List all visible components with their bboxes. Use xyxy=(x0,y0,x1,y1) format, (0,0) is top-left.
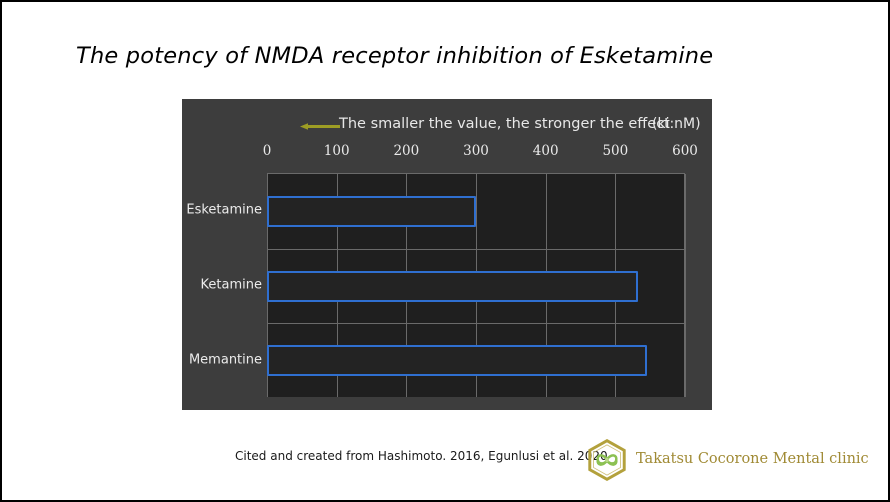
x-tick-label-100: 100 xyxy=(323,143,350,159)
x-tick-label-0: 0 xyxy=(262,143,272,159)
clover-hexagon-logo-icon xyxy=(588,439,626,481)
chart-caption-text: The smaller the value, the stronger the … xyxy=(339,116,670,132)
citation-text: Cited and created from Hashimoto. 2016, … xyxy=(235,449,608,463)
x-tick-label-300: 300 xyxy=(463,143,489,159)
category-label-esketamine: Esketamine xyxy=(186,202,262,218)
gridline-vertical xyxy=(685,174,686,397)
x-tick-label-400: 400 xyxy=(532,143,559,159)
chart-caption-row: The smaller the value, the stronger the … xyxy=(182,116,712,136)
x-tick-label-600: 600 xyxy=(672,143,698,159)
gridline-horizontal xyxy=(267,323,684,324)
clinic-name-label: Takatsu Cocorone Mental clinic xyxy=(636,451,869,467)
chart-panel: The smaller the value, the stronger the … xyxy=(182,99,712,410)
plot-area xyxy=(267,173,686,397)
x-tick-label-200: 200 xyxy=(393,143,420,159)
chart-unit-label: (ki:nM) xyxy=(652,116,701,132)
category-axis-labels: Esketamine Ketamine Memantine xyxy=(182,173,267,397)
page-title: The potency of NMDA receptor inhibition … xyxy=(76,43,714,69)
category-label-memantine: Memantine xyxy=(188,352,262,368)
bar-ketamine xyxy=(267,270,639,302)
category-label-ketamine: Ketamine xyxy=(200,277,262,293)
bar-esketamine xyxy=(267,195,476,227)
bar-memantine xyxy=(267,345,648,377)
arrow-left-icon xyxy=(300,123,340,130)
x-axis-tick-labels: 0 100 200 300 400 500 600 xyxy=(182,143,712,163)
x-tick-label-500: 500 xyxy=(602,143,629,159)
gridline-horizontal xyxy=(267,249,684,250)
